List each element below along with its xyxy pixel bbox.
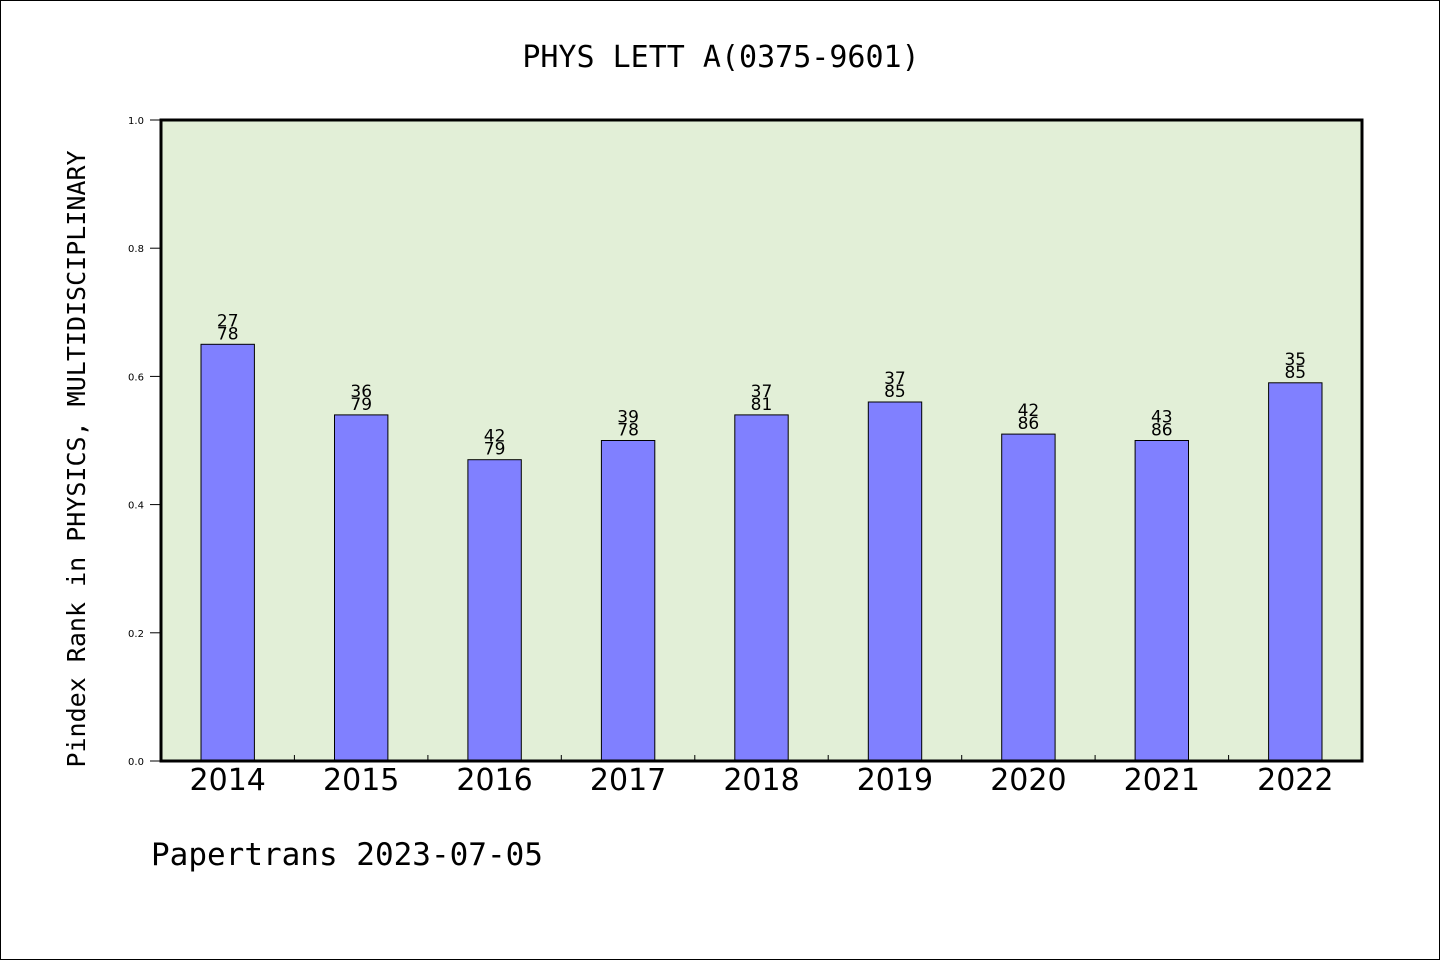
labels-layer: 2014277820153679201642792017397820183781… bbox=[128, 116, 1333, 798]
data-label-bottom-2014: 78 bbox=[217, 324, 239, 344]
y-tick-label-0.8: 0.8 bbox=[128, 244, 144, 255]
data-label-top-2017: 39 bbox=[617, 408, 639, 428]
data-label-bottom-2021: 86 bbox=[1151, 421, 1173, 441]
x-tick-label-2014: 2014 bbox=[190, 763, 266, 798]
plot-frame bbox=[159, 118, 1364, 763]
data-label-top-2020: 42 bbox=[1018, 401, 1040, 421]
data-label-top-2019: 37 bbox=[884, 369, 906, 389]
x-tick-label-2020: 2020 bbox=[990, 763, 1066, 798]
data-label-top-2015: 36 bbox=[350, 382, 372, 402]
bar-2019 bbox=[867, 401, 923, 762]
bar-2014 bbox=[200, 343, 255, 762]
bar-2018 bbox=[734, 414, 789, 762]
chart-title: PHYS LETT A(0375-9601) bbox=[522, 40, 919, 75]
data-label-bottom-2016: 79 bbox=[484, 440, 506, 460]
data-label-bottom-2020: 86 bbox=[1018, 414, 1040, 434]
footer-text: Papertrans 2023-07-05 bbox=[151, 837, 543, 873]
y-tick-label-1.0: 1.0 bbox=[128, 116, 144, 127]
data-label-top-2022: 35 bbox=[1284, 350, 1306, 370]
bar-2017 bbox=[600, 440, 656, 762]
data-label-top-2014: 27 bbox=[217, 311, 239, 331]
bar-2016 bbox=[467, 459, 522, 762]
data-label-bottom-2019: 85 bbox=[884, 382, 906, 402]
x-tick-label-2015: 2015 bbox=[323, 763, 399, 798]
y-tick-label-0.0: 0.0 bbox=[128, 757, 144, 768]
x-tick-label-2021: 2021 bbox=[1124, 763, 1200, 798]
bars-layer bbox=[200, 343, 1323, 762]
x-tick-label-2017: 2017 bbox=[590, 763, 666, 798]
x-tick-label-2018: 2018 bbox=[723, 763, 799, 798]
ticks-layer bbox=[150, 119, 1230, 762]
y-axis-label: Pindex Rank in PHYSICS, MULTIDISCIPLINAR… bbox=[62, 150, 91, 767]
data-label-bottom-2015: 79 bbox=[350, 395, 372, 415]
y-tick-label-0.2: 0.2 bbox=[128, 629, 144, 640]
bar-2022 bbox=[1268, 382, 1323, 762]
data-label-bottom-2017: 78 bbox=[617, 421, 639, 441]
data-label-bottom-2018: 81 bbox=[751, 395, 773, 415]
x-tick-label-2022: 2022 bbox=[1257, 763, 1333, 798]
data-label-top-2018: 37 bbox=[751, 382, 773, 402]
data-label-top-2021: 43 bbox=[1151, 408, 1173, 428]
bar-2021 bbox=[1134, 440, 1189, 762]
data-label-bottom-2022: 85 bbox=[1284, 363, 1306, 383]
data-label-top-2016: 42 bbox=[484, 427, 506, 447]
y-tick-label-0.4: 0.4 bbox=[128, 501, 144, 512]
x-tick-label-2019: 2019 bbox=[857, 763, 933, 798]
x-tick-label-2016: 2016 bbox=[456, 763, 532, 798]
bar-2020 bbox=[1001, 433, 1056, 762]
bar-2015 bbox=[334, 414, 389, 762]
y-tick-label-0.6: 0.6 bbox=[128, 372, 144, 383]
